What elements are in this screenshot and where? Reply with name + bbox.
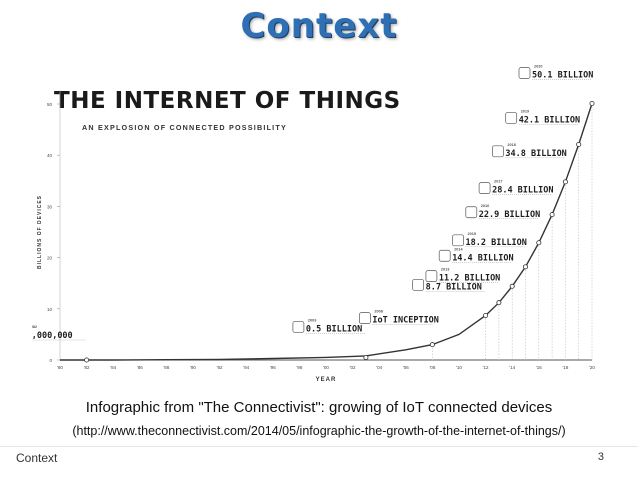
footer-divider	[0, 446, 638, 447]
x-tick-label: '82	[84, 365, 90, 370]
milestone-label: 8.7 BILLION	[426, 282, 482, 292]
milestone-year: 2008	[374, 310, 382, 314]
milestone-year: 1982	[32, 325, 37, 329]
x-tick-label: '00	[323, 365, 329, 370]
x-tick-label: '14	[509, 365, 515, 370]
device-icon	[505, 112, 518, 124]
x-tick-label: '92	[217, 365, 223, 370]
device-icon	[452, 234, 464, 247]
data-point	[562, 179, 568, 185]
x-tick-label: '16	[536, 365, 542, 370]
milestone-year: 2016	[481, 204, 489, 208]
device-icon	[292, 321, 305, 333]
milestone-year: 2019	[521, 109, 529, 113]
data-point	[496, 300, 502, 306]
milestone-year: 2014	[454, 247, 463, 251]
x-tick-label: '12	[483, 365, 489, 370]
y-axis-label: BILLIONS OF DEVICES	[37, 195, 43, 269]
data-point	[549, 212, 555, 218]
iot-growth-chart: THE INTERNET OF THINGS AN EXPLOSION OF CO…	[32, 64, 595, 383]
milestone-label: 42.1 BILLION	[519, 115, 580, 125]
milestone-label: 18.2 BILLION	[466, 238, 527, 248]
data-point	[429, 342, 435, 348]
milestone-label: 50.1 BILLION	[532, 70, 593, 80]
device-icon	[465, 206, 478, 219]
data-point	[84, 357, 90, 363]
milestone-label: 1,000,000	[32, 331, 73, 341]
x-tick-label: '88	[163, 365, 169, 370]
x-tick-label: '90	[190, 365, 196, 370]
device-icon	[492, 145, 504, 158]
milestone-label: 22.9 BILLION	[479, 210, 540, 220]
data-point	[363, 354, 369, 360]
milestone-label: 34.8 BILLION	[505, 149, 566, 159]
data-point	[483, 312, 489, 318]
y-tick-label: 10	[47, 307, 53, 312]
data-point	[522, 264, 528, 270]
x-tick-label: '20	[589, 365, 595, 370]
milestone-label: IoT INCEPTION	[372, 316, 439, 326]
x-tick-label: '02	[350, 365, 356, 370]
data-point	[589, 100, 595, 106]
chart-subtitle: AN EXPLOSION OF CONNECTED POSSIBILITY	[82, 123, 287, 132]
device-icon	[518, 67, 531, 79]
milestone-label: 0.5 BILLION	[306, 324, 362, 334]
footer-section-label: Context	[16, 451, 58, 465]
x-tick-label: '04	[376, 365, 382, 370]
x-tick-label: '96	[270, 365, 276, 370]
milestone-label: 11.2 BILLION	[439, 274, 500, 284]
x-tick-label: '86	[137, 365, 143, 370]
milestone-year: 2013	[441, 268, 449, 272]
milestone-year: 2017	[494, 180, 502, 184]
x-axis-label: YEAR	[316, 377, 337, 383]
x-tick-label: '08	[429, 365, 435, 370]
x-tick-label: '84	[110, 365, 116, 370]
milestone-year: 2015	[468, 232, 476, 236]
device-icon	[438, 249, 451, 262]
x-tick-label: '94	[243, 365, 249, 370]
device-icon	[478, 182, 491, 194]
milestone-year: 2020	[534, 64, 542, 68]
data-point	[576, 141, 582, 147]
x-tick-label: '18	[562, 365, 568, 370]
milestone-label: 14.4 BILLION	[452, 253, 513, 263]
device-icon	[359, 312, 371, 324]
y-tick-label: 30	[47, 204, 53, 209]
x-tick-label: '10	[456, 365, 462, 370]
device-icon	[412, 279, 424, 291]
y-tick-label: 50	[47, 102, 53, 107]
milestone-year: 2018	[507, 143, 515, 147]
milestone-year: 2003	[308, 318, 316, 322]
data-point	[509, 283, 515, 289]
source-url[interactable]: (http://www.theconnectivist.com/2014/05/…	[72, 424, 566, 438]
page-number: 3	[597, 451, 604, 463]
iot-infographic: THE INTERNET OF THINGS AN EXPLOSION OF CO…	[32, 64, 606, 390]
y-tick-label: 0	[49, 358, 52, 363]
x-tick-label: '06	[403, 365, 409, 370]
y-tick-label: 40	[47, 153, 53, 158]
milestone-label: 28.4 BILLION	[492, 186, 553, 196]
slide-title: Context	[240, 6, 398, 46]
chart-title: THE INTERNET OF THINGS	[54, 88, 401, 114]
data-point	[536, 240, 542, 246]
x-tick-label: '80	[57, 365, 63, 370]
y-tick-label: 20	[47, 256, 53, 261]
device-icon	[425, 270, 438, 283]
x-tick-label: '98	[296, 365, 302, 370]
infographic-caption: Infographic from "The Connectivist": gro…	[85, 399, 553, 416]
